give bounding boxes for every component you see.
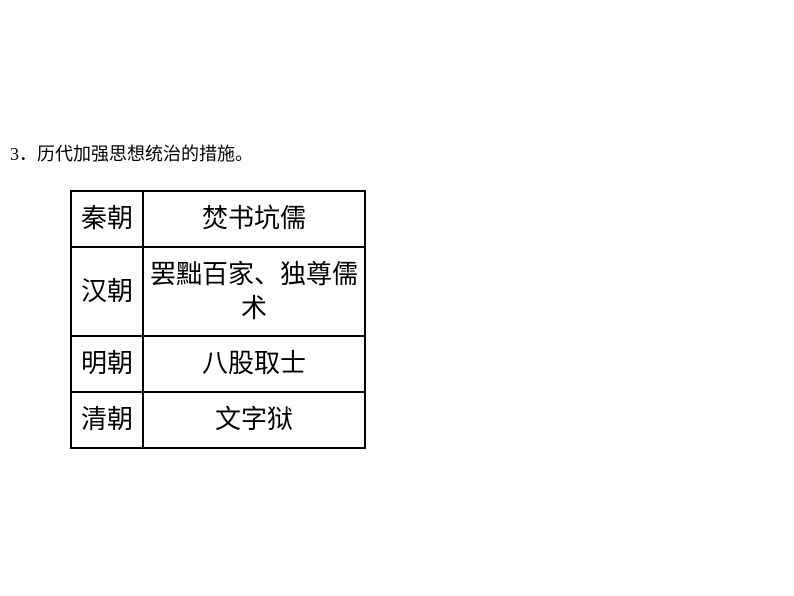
table-row: 汉朝 罢黜百家、独尊儒术 <box>71 247 365 337</box>
section-heading: 3．历代加强思想统治的措施。 <box>10 140 253 166</box>
dynasty-cell: 秦朝 <box>71 191 143 247</box>
table-row: 秦朝 焚书坑儒 <box>71 191 365 247</box>
dynasty-cell: 清朝 <box>71 392 143 448</box>
dynasty-cell: 汉朝 <box>71 247 143 337</box>
table-row: 明朝 八股取士 <box>71 336 365 392</box>
dynasty-cell: 明朝 <box>71 336 143 392</box>
table-container: 秦朝 焚书坑儒 汉朝 罢黜百家、独尊儒术 明朝 八股取士 清朝 文字狱 <box>70 190 366 449</box>
measure-cell: 焚书坑儒 <box>143 191 365 247</box>
measure-cell: 八股取士 <box>143 336 365 392</box>
table-row: 清朝 文字狱 <box>71 392 365 448</box>
dynasty-measures-table: 秦朝 焚书坑儒 汉朝 罢黜百家、独尊儒术 明朝 八股取士 清朝 文字狱 <box>70 190 366 449</box>
measure-cell: 罢黜百家、独尊儒术 <box>143 247 365 337</box>
measure-cell: 文字狱 <box>143 392 365 448</box>
